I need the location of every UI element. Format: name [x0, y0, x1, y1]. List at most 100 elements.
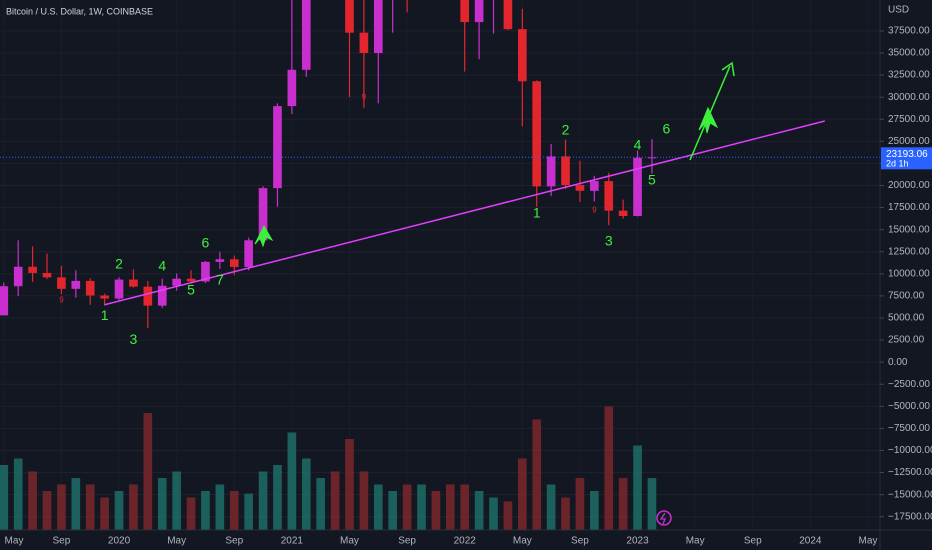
- x-tick-label: 2023: [626, 536, 649, 547]
- candle-body: [157, 285, 167, 306]
- currency-label: USD: [888, 5, 909, 16]
- x-tick-label: May: [859, 536, 878, 547]
- y-tick-label: −17500.00: [888, 511, 932, 522]
- y-tick-label: 17500.00: [888, 202, 930, 213]
- plot-area: 1 2 3 4 5 6 7 1 2 3 4 5 6 9 9 9 9: [0, 0, 880, 530]
- wave-label: 1: [533, 205, 541, 221]
- volume-bar: [604, 406, 614, 530]
- volume-bar: [244, 493, 253, 530]
- volume-bar: [28, 471, 37, 530]
- x-tick-label: Sep: [398, 536, 416, 547]
- candle-body: [503, 0, 513, 30]
- volume-bar: [590, 491, 599, 530]
- y-tick-label: 27500.00: [888, 114, 930, 125]
- y-tick-label: 32500.00: [888, 70, 930, 81]
- x-tick-label: May: [340, 536, 359, 547]
- candle-body: [215, 259, 225, 262]
- volume-bar: [345, 439, 354, 530]
- y-tick-label: −5000.00: [888, 401, 930, 412]
- candle-body: [71, 280, 81, 289]
- candle-body: [201, 261, 210, 282]
- y-tick-label: 20000.00: [888, 180, 930, 191]
- candle-body: [474, 0, 484, 23]
- volume-bar: [0, 465, 9, 530]
- volume-bar: [273, 465, 282, 530]
- volume-bar: [186, 497, 196, 530]
- candle-body: [100, 295, 109, 299]
- candle-body: [186, 278, 196, 282]
- candle-body: [359, 32, 369, 53]
- y-tick-label: 35000.00: [888, 48, 930, 59]
- volume-bar: [402, 484, 412, 530]
- candle-body: [143, 286, 153, 306]
- volume-bar: [316, 478, 325, 530]
- candle-body: [85, 280, 95, 296]
- volume-bar: [287, 432, 297, 530]
- y-tick-label: 10000.00: [888, 268, 930, 279]
- alert-icon-bolt: [659, 512, 666, 525]
- volume-bar: [215, 484, 225, 530]
- trendline: [104, 120, 825, 306]
- volume-bar: [85, 484, 95, 530]
- wave-label: 3: [130, 331, 138, 347]
- candle-body: [273, 106, 282, 189]
- axes-layer: 37500.0035000.0032500.0030000.0027500.00…: [5, 26, 932, 547]
- x-tick-label: Sep: [744, 536, 762, 547]
- volume-bar: [42, 491, 52, 530]
- volume-bar: [359, 471, 369, 530]
- y-tick-label: 25000.00: [888, 136, 930, 147]
- volume-bar: [633, 445, 642, 530]
- y-tick-label: 0.00: [888, 357, 908, 368]
- candle-body: [575, 185, 585, 191]
- candle-body: [57, 277, 66, 289]
- y-tick-label: 7500.00: [888, 291, 925, 302]
- volume-bar: [474, 491, 484, 530]
- candle-body: [460, 0, 470, 23]
- candle-body: [561, 156, 570, 186]
- wave-label: 5: [187, 282, 195, 298]
- alert-icon[interactable]: [656, 510, 672, 526]
- volume-bar: [201, 491, 210, 530]
- y-tick-label: 12500.00: [888, 246, 930, 257]
- candle-body: [345, 0, 354, 33]
- x-tick-label: Sep: [53, 536, 71, 547]
- last-price-box: [881, 147, 932, 170]
- volume-bar: [229, 491, 239, 530]
- y-tick-label: −2500.00: [888, 379, 930, 390]
- x-tick-label: 2021: [281, 536, 304, 547]
- candle-body: [42, 272, 52, 278]
- y-tick-label: 2500.00: [888, 335, 925, 346]
- volume-bar: [157, 478, 167, 530]
- candle-body: [301, 0, 311, 70]
- wave-label: 6: [662, 121, 670, 137]
- volume-bar: [445, 484, 455, 530]
- candle-body: [28, 266, 37, 273]
- symbol-title: Bitcoin / U.S. Dollar, 1W, COINBASE: [6, 6, 153, 16]
- candle-body: [546, 156, 556, 187]
- candle-body: [633, 157, 642, 216]
- x-tick-label: Sep: [225, 536, 243, 547]
- y-tick-label: 15000.00: [888, 224, 930, 235]
- candle-body: [172, 278, 181, 286]
- volume-bar: [618, 478, 628, 530]
- candle-body: [590, 181, 599, 191]
- volume-bar: [114, 491, 124, 530]
- y-tick-label: −12500.00: [888, 467, 932, 478]
- countdown-label: 2d 1h: [886, 159, 909, 169]
- candle-body: [618, 210, 628, 216]
- volume-bar: [575, 478, 585, 530]
- y-tick-label: 5000.00: [888, 313, 925, 324]
- volume-bar: [388, 491, 398, 530]
- volume-bar: [373, 484, 383, 530]
- candle-body: [229, 259, 239, 267]
- volume-bar: [518, 458, 527, 530]
- candle-body: [258, 188, 268, 241]
- y-tick-label: 37500.00: [888, 26, 930, 37]
- candle-body: [13, 266, 23, 287]
- volume-bar: [647, 478, 657, 530]
- candle-body: [518, 29, 527, 82]
- volume-bar: [129, 484, 138, 530]
- volume-bar: [57, 484, 66, 530]
- candle-body: [0, 286, 9, 316]
